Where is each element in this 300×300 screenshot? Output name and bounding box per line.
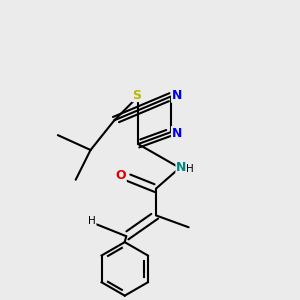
Text: N: N <box>172 89 182 102</box>
Text: N: N <box>176 161 186 174</box>
Text: N: N <box>172 127 182 140</box>
Text: H: H <box>186 164 194 174</box>
Text: H: H <box>88 216 96 226</box>
Text: O: O <box>116 169 126 182</box>
Text: S: S <box>132 88 141 101</box>
